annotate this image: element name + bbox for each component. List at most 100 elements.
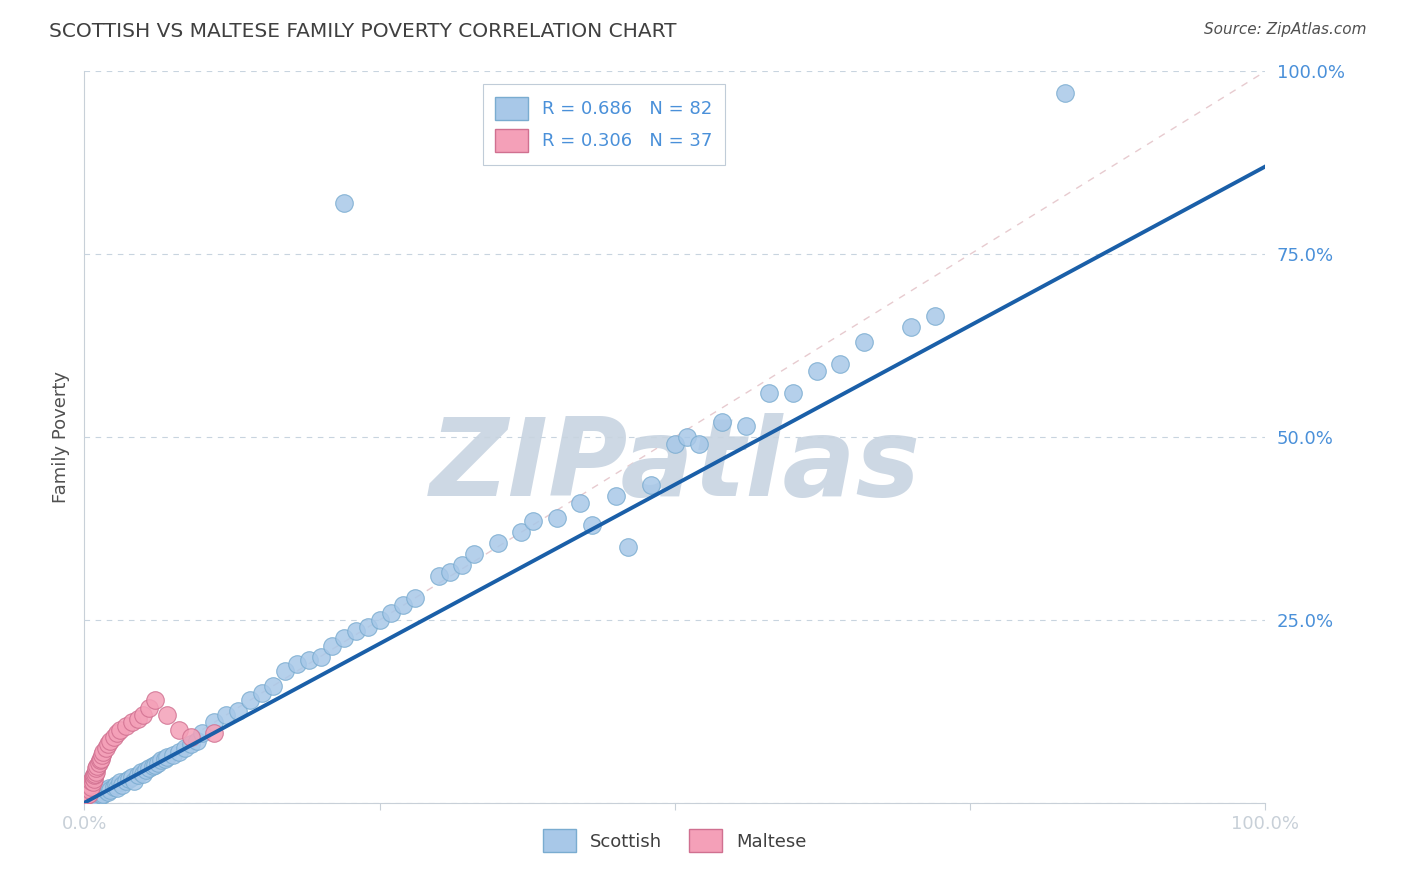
Point bbox=[191, 726, 214, 740]
Point bbox=[97, 785, 120, 799]
Point bbox=[82, 775, 104, 789]
Point bbox=[84, 766, 107, 780]
Point bbox=[806, 364, 828, 378]
Point bbox=[162, 748, 184, 763]
Point bbox=[451, 558, 474, 573]
Point bbox=[711, 416, 734, 430]
Point bbox=[89, 753, 111, 767]
Point bbox=[150, 753, 173, 767]
Point bbox=[91, 748, 114, 763]
Point bbox=[114, 773, 136, 788]
Point bbox=[298, 653, 321, 667]
Point bbox=[156, 708, 179, 723]
Point bbox=[782, 386, 804, 401]
Point bbox=[153, 752, 176, 766]
Point bbox=[734, 419, 756, 434]
Point bbox=[262, 679, 284, 693]
Point bbox=[107, 726, 129, 740]
Point bbox=[77, 781, 100, 796]
Point bbox=[105, 778, 128, 792]
Point bbox=[132, 766, 155, 780]
Point bbox=[900, 320, 922, 334]
Point bbox=[103, 780, 125, 794]
Point bbox=[357, 620, 380, 634]
Text: Source: ZipAtlas.com: Source: ZipAtlas.com bbox=[1204, 22, 1367, 37]
Point bbox=[107, 781, 129, 796]
Point bbox=[135, 763, 157, 777]
Point bbox=[84, 761, 107, 775]
Point bbox=[89, 785, 111, 799]
Point bbox=[510, 525, 533, 540]
Point bbox=[77, 785, 100, 799]
Point bbox=[202, 726, 225, 740]
Point bbox=[121, 770, 143, 784]
Point bbox=[675, 430, 697, 444]
Point bbox=[439, 566, 461, 580]
Point bbox=[84, 789, 107, 804]
Point bbox=[167, 723, 190, 737]
Point bbox=[143, 757, 166, 772]
Point bbox=[758, 386, 780, 401]
Point bbox=[522, 514, 544, 528]
Point bbox=[546, 510, 568, 524]
Text: SCOTTISH VS MALTESE FAMILY POVERTY CORRELATION CHART: SCOTTISH VS MALTESE FAMILY POVERTY CORRE… bbox=[49, 22, 676, 41]
Point bbox=[91, 745, 114, 759]
Point bbox=[122, 773, 145, 788]
Point bbox=[108, 723, 131, 737]
Point bbox=[82, 770, 104, 784]
Point bbox=[640, 477, 662, 491]
Point bbox=[91, 789, 114, 803]
Point bbox=[180, 730, 202, 744]
Point bbox=[83, 789, 105, 803]
Point bbox=[143, 693, 166, 707]
Point bbox=[380, 606, 402, 620]
Point bbox=[118, 772, 141, 787]
Point bbox=[274, 664, 297, 678]
Point bbox=[84, 765, 107, 780]
Point bbox=[156, 750, 179, 764]
Point bbox=[321, 639, 343, 653]
Point bbox=[605, 489, 627, 503]
Point bbox=[83, 768, 105, 782]
Point bbox=[79, 792, 101, 806]
Point bbox=[180, 737, 202, 751]
Point bbox=[344, 624, 367, 638]
Point bbox=[98, 781, 121, 796]
Point bbox=[98, 733, 121, 747]
Point bbox=[830, 357, 852, 371]
Point bbox=[486, 536, 509, 550]
Point bbox=[86, 759, 108, 773]
Point bbox=[309, 649, 332, 664]
Point bbox=[91, 787, 114, 801]
Point bbox=[87, 787, 110, 801]
Point bbox=[83, 772, 105, 787]
Point bbox=[427, 569, 450, 583]
Point bbox=[404, 591, 426, 605]
Point bbox=[108, 775, 131, 789]
Point bbox=[215, 708, 238, 723]
Point bbox=[250, 686, 273, 700]
Point bbox=[87, 756, 110, 770]
Point bbox=[138, 761, 160, 775]
Point bbox=[1053, 87, 1076, 101]
Point bbox=[463, 547, 485, 561]
Point bbox=[392, 599, 415, 613]
Point bbox=[226, 705, 249, 719]
Point bbox=[368, 613, 391, 627]
Point bbox=[142, 759, 165, 773]
Text: ZIPatlas: ZIPatlas bbox=[429, 413, 921, 519]
Point bbox=[114, 719, 136, 733]
Point bbox=[186, 733, 208, 747]
Point bbox=[924, 310, 946, 324]
Point bbox=[285, 657, 308, 671]
Point bbox=[616, 540, 638, 554]
Point bbox=[664, 437, 686, 451]
Point bbox=[146, 756, 169, 770]
Point bbox=[94, 782, 117, 797]
Point bbox=[76, 789, 98, 803]
Point bbox=[103, 730, 125, 744]
Point bbox=[581, 517, 603, 532]
Point bbox=[90, 752, 112, 766]
Point bbox=[129, 765, 152, 780]
Point bbox=[79, 782, 101, 797]
